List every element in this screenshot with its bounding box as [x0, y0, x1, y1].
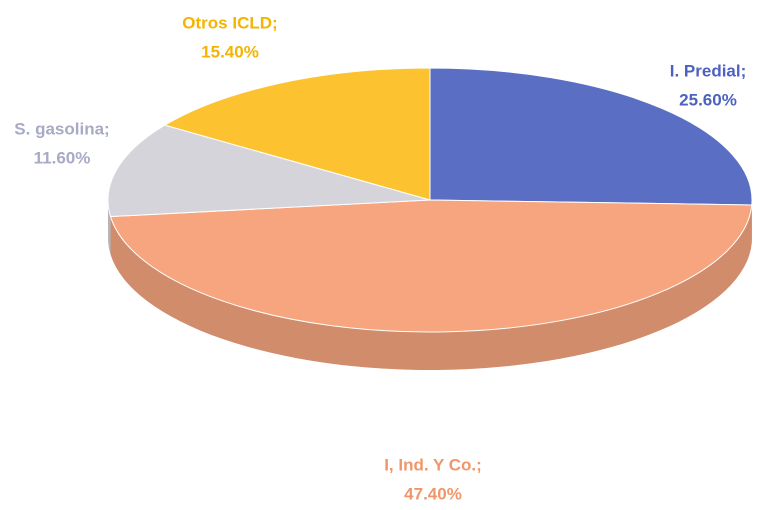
slice-side [110, 204, 752, 371]
slice [429, 67, 753, 206]
category-label: Otros ICLD; [182, 13, 277, 32]
category-label: I, Ind. Y Co.; [384, 455, 482, 474]
value-label: 25.60% [679, 90, 737, 109]
slice-side [108, 200, 111, 255]
category-label: S. gasolina; [14, 119, 109, 138]
slice [163, 67, 431, 201]
value-label: 47.40% [404, 484, 462, 503]
slice [107, 124, 431, 218]
value-label: 11.60% [34, 148, 91, 167]
value-label: 15.40% [201, 42, 259, 61]
slice [109, 199, 753, 333]
category-label: I. Predial; [670, 61, 747, 80]
